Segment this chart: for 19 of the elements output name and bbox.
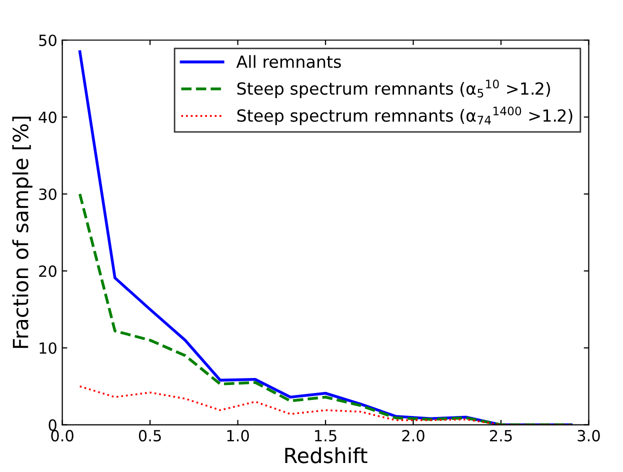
x-tick-label: 2.5	[490, 430, 512, 442]
y-tick-label: 0	[48, 419, 56, 431]
x-tick-label: 1.5	[315, 430, 336, 442]
x-axis-title: Redshift	[285, 447, 368, 464]
x-tick-label: 3.0	[578, 430, 600, 442]
y-tick-label: 30	[39, 188, 56, 200]
x-tick-label: 0.5	[138, 430, 161, 442]
legend-label: All remnants	[236, 55, 341, 68]
x-tick-label: 1.0	[227, 430, 249, 442]
y-tick-label: 50	[39, 34, 56, 46]
legend-label: Steep spectrum remnants (α$_{5}$$^{10}$ >1.2)	[237, 80, 550, 98]
y-tick-label: 20	[39, 265, 56, 277]
x-tick-label: 0.0	[51, 430, 74, 442]
y-axis-title: Fraction of sample [%]	[12, 116, 32, 348]
line-series	[78, 192, 573, 425]
y-tick-label: 10	[40, 342, 56, 354]
x-tick-label: 2.0	[402, 430, 424, 442]
y-tick-label: 40	[38, 112, 56, 124]
legend-label: Steep spectrum remnants (α$_{74}$$^{1400}$ >1.2)	[237, 106, 572, 126]
